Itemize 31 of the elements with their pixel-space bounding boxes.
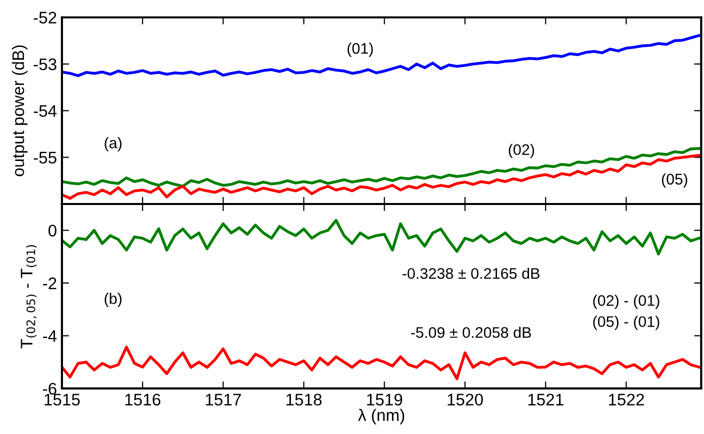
x-tick-label: 1517 — [206, 394, 241, 406]
x-tick-label: 1519 — [367, 394, 402, 406]
y-tick-label: -6 — [43, 382, 56, 395]
text: (05) - (01) — [593, 316, 660, 330]
line-series — [62, 218, 700, 256]
annotation: -5.09 ± 0.2058 dB — [411, 326, 531, 338]
annotation: -0.3238 ± 0.2165 dB — [402, 268, 540, 279]
line-series — [62, 34, 700, 78]
y-tick-label: -55 — [34, 152, 56, 164]
series-label: (02) — [508, 144, 534, 158]
y-tick-label: -54 — [34, 105, 57, 117]
y-axis-title: T$_{(02,05)}$ - T$_{(01)}$ — [20, 245, 37, 348]
y-tick-label: -52 — [34, 12, 56, 24]
y-tick-label: -4 — [43, 330, 57, 342]
series-label: (01) — [348, 42, 373, 57]
series-label: (05) — [662, 173, 688, 188]
y-tick-label: -2 — [43, 277, 56, 290]
x-tick-label: 1515 — [44, 394, 80, 406]
y-tick-label: -53 — [34, 58, 56, 70]
y-tick-label: 0 — [48, 224, 56, 237]
x-tick-label: 1522 — [608, 394, 644, 406]
annotation: (a) — [104, 137, 122, 152]
x-tick-label: 1520 — [448, 394, 483, 406]
annotation: (b) — [104, 292, 122, 308]
x-tick-label: 1516 — [125, 394, 160, 406]
text: (02) - (01) — [593, 294, 660, 309]
y-axis-title: output power (dB) — [12, 45, 28, 176]
x-axis-title: λ (nm) — [358, 408, 404, 424]
line-series — [62, 346, 700, 380]
x-tick-label: 1521 — [528, 394, 564, 406]
x-tick-label: 1518 — [286, 394, 322, 406]
